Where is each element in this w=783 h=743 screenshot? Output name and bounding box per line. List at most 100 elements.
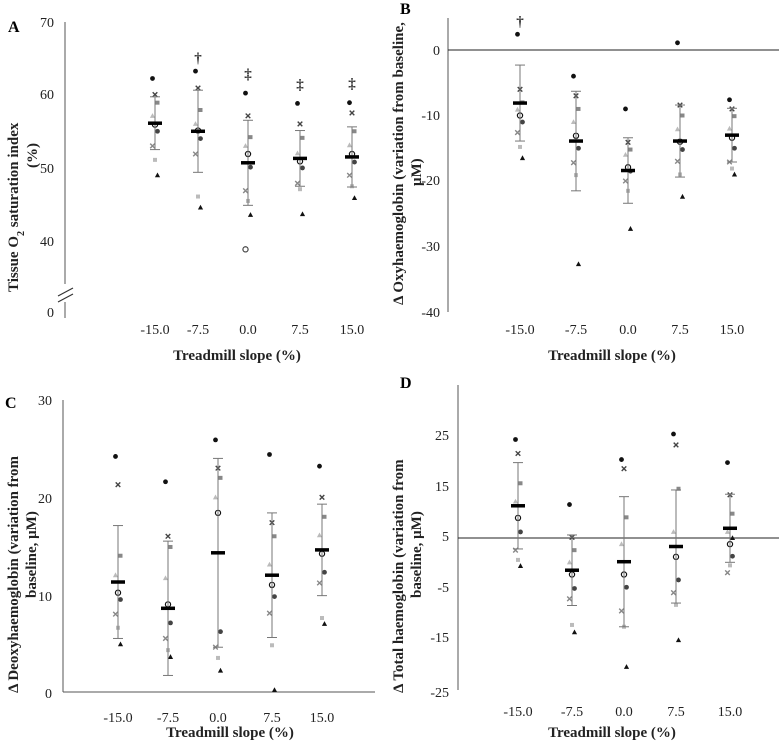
data-point (570, 622, 574, 627)
data-point (165, 533, 171, 540)
data-point (163, 479, 168, 485)
y-tick-label: 70 (40, 16, 54, 31)
data-point (673, 442, 679, 448)
data-point (575, 261, 582, 267)
data-point (351, 195, 358, 200)
data-point (112, 611, 119, 617)
data-point (267, 452, 272, 457)
data-point (618, 541, 625, 547)
data-point (349, 110, 355, 116)
data-point (725, 460, 730, 466)
x-tick-label: 0.0 (615, 705, 633, 720)
y-tick-label: 30 (38, 394, 52, 409)
data-point (115, 481, 121, 488)
data-point (242, 187, 249, 194)
data-point (149, 143, 156, 149)
data-point (679, 193, 686, 199)
data-point (514, 106, 521, 112)
data-point (571, 629, 578, 635)
y-axis-label-d: Δ Total haemoglobin (variation from (391, 459, 407, 693)
data-point (726, 125, 733, 131)
panel-label-b: B (400, 1, 411, 18)
data-point (216, 655, 220, 660)
x-tick-label: 7.5 (291, 323, 309, 338)
data-point (162, 575, 169, 581)
data-point (576, 106, 581, 111)
data-point (168, 544, 173, 549)
x-tick-label: 0.0 (239, 323, 257, 338)
x-tick-label: 15.0 (718, 705, 743, 720)
data-point (724, 569, 731, 576)
data-point (272, 534, 277, 539)
data-point (218, 629, 223, 635)
data-point (519, 155, 526, 161)
x-tick-label: -15.0 (140, 323, 169, 338)
x-ticks-c: -15.0 -7.5 0.0 7.5 15.0 (103, 711, 334, 726)
data-point (152, 91, 158, 98)
x-tick-label: 7.5 (263, 711, 281, 726)
data-point (517, 563, 524, 568)
x-tick-label: -7.5 (565, 323, 587, 338)
plot-area-c (111, 437, 329, 693)
y-tick-label: -30 (421, 240, 440, 255)
x-axis-label-d: Treadmill slope (%) (548, 725, 676, 741)
data-point (320, 616, 324, 621)
y-axis-label-b-unit: μM) (409, 158, 425, 186)
data-point (117, 641, 124, 647)
panel-b: B Δ Oxyhaemoglobin (variation from basel… (391, 1, 779, 364)
axis-break-mark (57, 293, 74, 303)
data-point (676, 577, 681, 583)
data-point (621, 465, 627, 472)
plot-area-b: † (513, 14, 739, 267)
x-tick-label: -15.0 (503, 705, 532, 720)
y-axis-label-c-unit: baseline, μM) (24, 511, 40, 598)
data-point (728, 563, 732, 568)
panel-label-c: C (5, 395, 17, 412)
data-point (248, 164, 253, 170)
data-point (162, 635, 169, 642)
y-tick-label: -10 (421, 109, 440, 124)
plot-area-a: † ‡ ‡ ‡ (148, 51, 359, 253)
data-point (675, 40, 680, 46)
x-tick-label: 15.0 (720, 323, 745, 338)
data-point (518, 529, 523, 535)
data-point (321, 621, 328, 626)
data-point (218, 475, 223, 480)
data-point (346, 172, 353, 179)
y-ticks-c: 0 10 20 30 (38, 394, 52, 702)
significance-mark: ‡ (244, 67, 252, 83)
data-point (623, 106, 628, 112)
data-point (155, 100, 160, 105)
data-point (297, 121, 303, 127)
data-point (518, 144, 522, 149)
data-point (197, 204, 204, 210)
data-point (192, 121, 199, 126)
data-point (513, 437, 518, 442)
data-point (730, 511, 735, 516)
data-point (298, 187, 302, 192)
y-tick-label: -40 (421, 306, 440, 321)
data-point (112, 572, 119, 578)
data-point (622, 152, 629, 157)
data-point (730, 166, 734, 171)
data-point (674, 126, 681, 132)
data-point (572, 586, 577, 591)
data-point (676, 486, 681, 491)
y-axis-label-a: Tissue O2 saturation index (6, 122, 27, 292)
data-point (680, 147, 685, 152)
y-tick-label: -5 (437, 581, 449, 596)
data-point (192, 151, 199, 157)
y-tick-label: 10 (38, 590, 52, 605)
panel-d: D Δ Total haemoglobin (variation from ba… (391, 375, 779, 741)
data-point (520, 119, 525, 125)
y-tick-label: 0 (45, 687, 52, 702)
x-axis-label-a: Treadmill slope (%) (173, 348, 301, 364)
x-ticks-a: -15.0 -7.5 0.0 7.5 15.0 (140, 323, 364, 338)
data-point (198, 108, 203, 112)
y-tick-label: 50 (40, 162, 54, 177)
x-tick-label: -15.0 (505, 323, 534, 338)
x-tick-label: 0.0 (209, 711, 227, 726)
data-point (572, 548, 577, 553)
data-point (154, 172, 161, 178)
